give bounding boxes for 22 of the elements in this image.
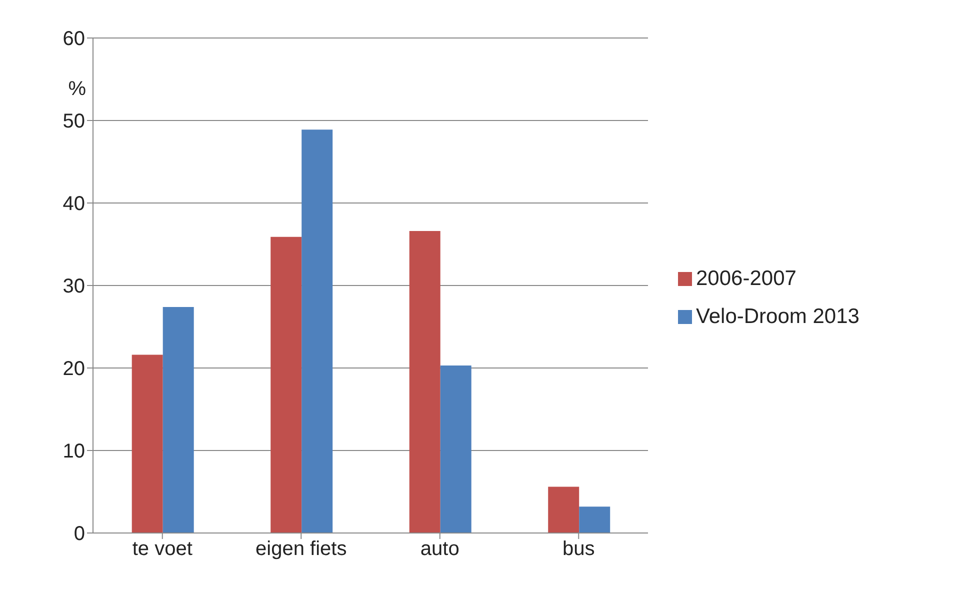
bar [579, 506, 610, 533]
x-tick-label: te voet [132, 538, 193, 560]
y-tick-label: 10 [62, 440, 85, 463]
y-tick-label: 20 [62, 358, 85, 380]
legend-label: 2006-2007 [696, 267, 796, 290]
y-tick-label: 60 [62, 28, 85, 50]
bar [270, 236, 302, 533]
x-tick-label: auto [420, 538, 460, 560]
y-tick-label: 30 [62, 276, 85, 298]
bar [409, 231, 440, 533]
bar [302, 130, 333, 533]
x-tick-label: bus [562, 538, 595, 560]
bar [162, 306, 194, 533]
y-tick-label: 0 [74, 523, 85, 546]
bar [440, 366, 472, 533]
x-tick-label: eigen fiets [256, 538, 347, 560]
y-tick-label: 50 [62, 110, 85, 133]
y-axis-title: % [68, 78, 86, 100]
bar [132, 354, 163, 533]
legend-label: Velo-Droom 2013 [696, 305, 860, 328]
bar [548, 486, 580, 533]
y-tick-label: 40 [62, 193, 85, 216]
